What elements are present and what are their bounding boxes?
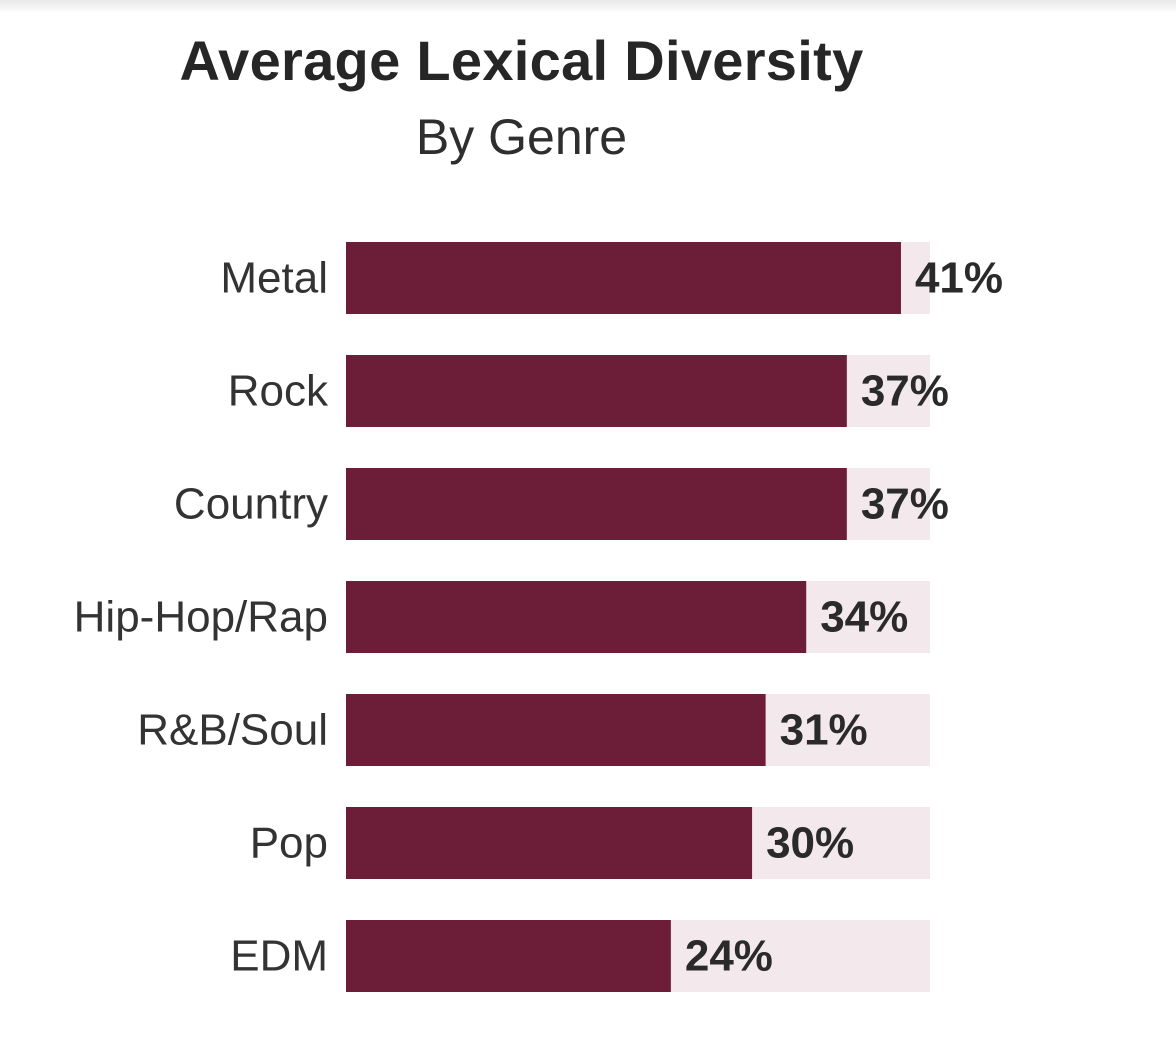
category-label-metal: Metal (220, 254, 328, 303)
bar-hip-hop-rap (346, 581, 807, 653)
value-label-country: 37% (861, 480, 949, 529)
chart-subtitle: By Genre (415, 109, 628, 165)
chart-title: Average Lexical Diversity (179, 29, 864, 92)
category-label-pop: Pop (250, 819, 328, 868)
category-label-randb-soul: R&B/Soul (137, 706, 328, 755)
category-label-hip-hop-rap: Hip-Hop/Rap (74, 593, 328, 642)
value-label-metal: 41% (915, 254, 1003, 303)
window-top-edge (0, 0, 1176, 14)
value-label-randb-soul: 31% (780, 706, 868, 755)
value-label-pop: 30% (766, 819, 854, 868)
bar-country (346, 468, 847, 540)
bar-randb-soul (346, 694, 766, 766)
bar-edm (346, 920, 671, 992)
value-label-hip-hop-rap: 34% (820, 593, 908, 642)
value-label-rock: 37% (861, 367, 949, 416)
category-label-country: Country (174, 480, 328, 529)
bar-metal (346, 242, 901, 314)
bar-rock (346, 355, 847, 427)
category-label-edm: EDM (230, 932, 328, 981)
category-label-rock: Rock (228, 367, 329, 416)
bar-pop (346, 807, 753, 879)
value-label-edm: 24% (685, 932, 773, 981)
